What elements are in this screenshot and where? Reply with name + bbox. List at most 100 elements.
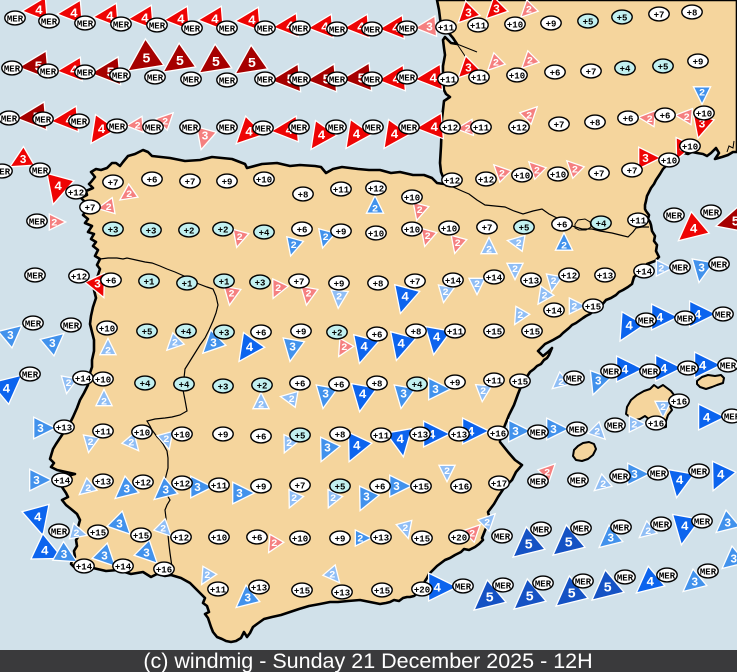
svg-text:+15: +15 [524, 327, 540, 337]
svg-text:MER: MER [112, 71, 129, 81]
svg-text:+7: +7 [594, 169, 605, 179]
svg-text:+11: +11 [211, 481, 228, 491]
svg-text:4: 4 [433, 580, 441, 595]
svg-text:+3: +3 [255, 278, 266, 288]
svg-text:3: 3 [101, 550, 108, 563]
svg-text:2: 2 [204, 570, 210, 582]
svg-text:3: 3 [324, 443, 331, 456]
svg-text:2: 2 [336, 292, 342, 304]
svg-text:2: 2 [105, 202, 111, 214]
svg-text:2: 2 [372, 203, 378, 215]
svg-text:+14: +14 [75, 374, 92, 384]
svg-text:3: 3 [432, 384, 439, 397]
svg-text:4: 4 [106, 9, 114, 24]
svg-text:4: 4 [34, 510, 42, 525]
svg-text:2: 2 [517, 310, 523, 322]
svg-text:(c) windmig - Sunday 21 Decemb: (c) windmig - Sunday 21 December 2025 - … [143, 649, 592, 672]
svg-text:2: 2 [105, 345, 111, 357]
svg-text:MER: MER [399, 24, 416, 34]
svg-text:+16: +16 [453, 482, 469, 492]
svg-text:+10: +10 [292, 534, 308, 544]
svg-text:+4: +4 [412, 380, 423, 390]
svg-text:4: 4 [690, 221, 698, 236]
svg-text:2: 2 [512, 264, 518, 276]
svg-text:+3: +3 [108, 225, 119, 235]
svg-text:2: 2 [594, 427, 600, 439]
svg-text:MER: MER [570, 476, 587, 486]
svg-text:2: 2 [515, 238, 521, 250]
svg-text:2: 2 [544, 468, 550, 480]
svg-text:4: 4 [248, 13, 256, 28]
svg-text:+6: +6 [297, 225, 308, 235]
svg-text:3: 3 [116, 518, 123, 531]
svg-text:MER: MER [145, 123, 162, 133]
svg-text:+10: +10 [550, 170, 566, 180]
svg-text:2: 2 [474, 279, 480, 291]
svg-text:MER: MER [642, 367, 659, 377]
svg-text:MER: MER [328, 123, 345, 133]
svg-text:4: 4 [621, 362, 629, 377]
svg-text:+10: +10 [256, 175, 272, 185]
svg-text:2: 2 [465, 123, 471, 135]
svg-text:MER: MER [401, 123, 418, 133]
svg-text:+2: +2 [332, 328, 343, 338]
svg-text:+6: +6 [295, 379, 306, 389]
svg-text:2: 2 [286, 438, 292, 450]
svg-text:2: 2 [526, 111, 532, 123]
svg-text:MER: MER [1, 114, 18, 124]
svg-text:2: 2 [329, 570, 335, 582]
svg-text:MER: MER [183, 75, 200, 85]
svg-text:MER: MER [694, 517, 711, 527]
svg-text:+15: +15 [90, 528, 106, 538]
svg-text:2: 2 [258, 399, 264, 411]
svg-text:3: 3 [512, 426, 519, 439]
svg-text:MER: MER [182, 123, 199, 133]
svg-text:MER: MER [292, 24, 309, 34]
svg-text:2: 2 [660, 402, 666, 414]
svg-text:+6: +6 [106, 276, 117, 286]
svg-text:3: 3 [426, 22, 433, 35]
svg-text:+6: +6 [557, 220, 568, 230]
svg-text:2: 2 [341, 342, 347, 354]
svg-text:MER: MER [659, 571, 676, 581]
svg-text:4: 4 [246, 340, 254, 355]
svg-text:MER: MER [650, 469, 667, 479]
svg-text:+7: +7 [554, 120, 565, 130]
svg-text:+6: +6 [256, 328, 267, 338]
svg-text:MER: MER [27, 271, 44, 281]
svg-text:+10: +10 [509, 71, 525, 81]
svg-text:2: 2 [87, 437, 93, 449]
svg-text:3: 3 [210, 337, 217, 350]
svg-text:3: 3 [730, 554, 737, 567]
svg-text:2: 2 [160, 524, 166, 536]
svg-text:+10: +10 [514, 171, 530, 181]
svg-text:4: 4 [433, 330, 441, 345]
svg-text:MER: MER [291, 123, 308, 133]
svg-text:4: 4 [428, 427, 436, 442]
svg-text:3: 3 [400, 388, 407, 401]
svg-text:4: 4 [321, 20, 329, 35]
svg-text:+9: +9 [335, 534, 346, 544]
svg-text:2: 2 [172, 338, 178, 350]
svg-text:MER: MER [22, 370, 39, 380]
svg-text:MER: MER [700, 567, 717, 577]
svg-text:+10: +10 [95, 375, 111, 385]
svg-text:+11: +11 [473, 123, 490, 133]
svg-text:+7: +7 [482, 223, 493, 233]
svg-text:+10: +10 [507, 20, 523, 30]
svg-text:4: 4 [656, 310, 664, 325]
svg-text:4: 4 [429, 71, 437, 86]
svg-text:2: 2 [73, 528, 79, 540]
svg-text:4: 4 [703, 410, 711, 425]
svg-text:4: 4 [391, 127, 399, 142]
svg-text:+15: +15 [374, 586, 390, 596]
svg-text:+4: +4 [181, 327, 192, 337]
svg-text:2: 2 [101, 396, 107, 408]
svg-text:+13: +13 [523, 276, 539, 286]
svg-text:4: 4 [141, 11, 149, 26]
svg-text:+8: +8 [335, 430, 346, 440]
svg-text:2: 2 [480, 386, 486, 398]
svg-text:+7: +7 [294, 277, 305, 287]
svg-text:+12: +12 [174, 479, 190, 489]
svg-text:2: 2 [469, 529, 475, 541]
